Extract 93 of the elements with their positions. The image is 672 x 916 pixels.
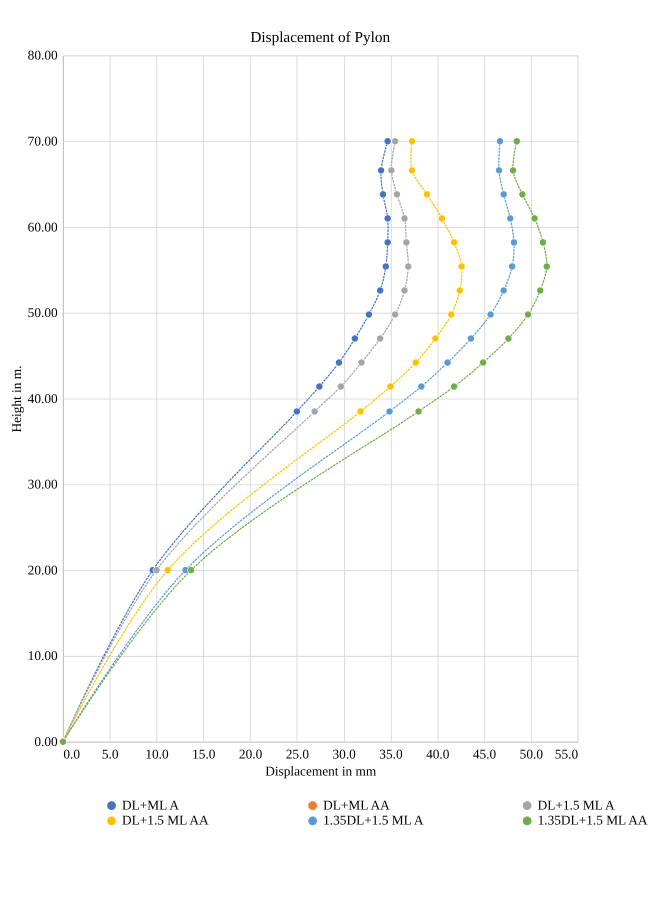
x-tick-label: 45.0 — [472, 746, 497, 762]
point — [486, 310, 494, 318]
legend-label: DL+ML A — [122, 797, 180, 812]
point — [408, 166, 416, 174]
point — [506, 214, 514, 222]
point — [164, 566, 172, 574]
y-tick-label: 30.00 — [28, 476, 58, 492]
y-tick-label: 50.00 — [28, 305, 58, 320]
point — [358, 358, 366, 366]
point — [293, 408, 301, 416]
x-tick-label: 50.0 — [520, 746, 544, 762]
point — [404, 262, 412, 270]
point — [510, 238, 518, 246]
point — [536, 286, 544, 294]
point — [418, 382, 426, 390]
point — [438, 214, 446, 222]
point — [310, 408, 318, 416]
point — [432, 334, 440, 342]
point — [152, 566, 160, 574]
point — [479, 358, 487, 366]
point — [384, 137, 392, 146]
point — [509, 166, 517, 174]
point — [391, 310, 399, 318]
point — [388, 166, 396, 174]
point — [508, 262, 516, 270]
point — [542, 262, 551, 270]
point — [393, 190, 401, 198]
point — [500, 286, 508, 294]
point — [377, 166, 385, 174]
point — [356, 408, 364, 416]
point — [400, 286, 408, 294]
y-tick-label: 80.00 — [28, 48, 58, 63]
y-tick-label: 20.00 — [28, 562, 58, 578]
point — [467, 334, 475, 342]
point — [423, 190, 431, 198]
point — [384, 214, 392, 222]
legend-label: DL+1.5 ML AA — [122, 812, 209, 828]
x-tick-label: 25.0 — [286, 746, 310, 762]
point — [447, 310, 456, 318]
point — [391, 137, 399, 146]
point — [512, 137, 521, 146]
point — [384, 238, 392, 246]
point — [500, 190, 508, 198]
point — [504, 334, 512, 342]
point — [400, 214, 408, 222]
x-tick-label: 35.0 — [379, 746, 403, 762]
y-tick-label: 0.00 — [34, 734, 58, 750]
x-tick-label: 5.0 — [102, 746, 119, 762]
legend-label: DL+1.5 ML A — [538, 797, 615, 812]
x-tick-label: 20.0 — [238, 746, 263, 762]
point — [386, 382, 394, 390]
x-tick-label: 15.0 — [192, 746, 216, 762]
point — [386, 408, 394, 416]
y-tick-label: 70.00 — [28, 133, 58, 148]
y-tick-label: 60.00 — [28, 219, 58, 234]
point — [412, 358, 420, 366]
x-tick-label: 0.0 — [63, 746, 80, 762]
y-axis-title: Height in m. — [8, 366, 24, 433]
x-tick-label: 40.0 — [426, 746, 450, 762]
point — [458, 262, 466, 270]
point — [379, 190, 387, 198]
y-tick-label: 10.00 — [28, 648, 58, 664]
point — [382, 262, 390, 270]
point — [402, 238, 410, 246]
point — [187, 566, 195, 574]
point — [518, 190, 526, 198]
x-tick-label: 10.0 — [145, 746, 169, 762]
point — [496, 137, 504, 146]
legend-label: 1.35DL+1.5 ML AA — [538, 812, 648, 828]
point — [524, 310, 532, 318]
point — [414, 408, 422, 416]
y-tick-label: 40.00 — [28, 390, 58, 406]
point — [444, 358, 452, 366]
point — [450, 382, 458, 390]
x-axis-title: Displacement in mm — [265, 764, 377, 779]
point — [316, 382, 324, 390]
point — [495, 166, 503, 174]
point — [530, 214, 538, 222]
point — [376, 334, 384, 342]
point — [456, 286, 464, 294]
point — [365, 310, 373, 318]
point — [450, 238, 458, 246]
point — [408, 137, 416, 146]
point — [351, 334, 359, 342]
legend-label: DL+ML AA — [323, 797, 390, 812]
point — [539, 238, 547, 246]
point — [335, 358, 343, 366]
chart-title: Displacement of Pylon — [250, 29, 391, 46]
point — [376, 286, 384, 294]
point — [337, 382, 345, 390]
x-tick-label: 55.0 — [554, 746, 578, 762]
x-tick-label: 30.0 — [332, 746, 356, 762]
legend-label: 1.35DL+1.5 ML A — [323, 812, 424, 828]
